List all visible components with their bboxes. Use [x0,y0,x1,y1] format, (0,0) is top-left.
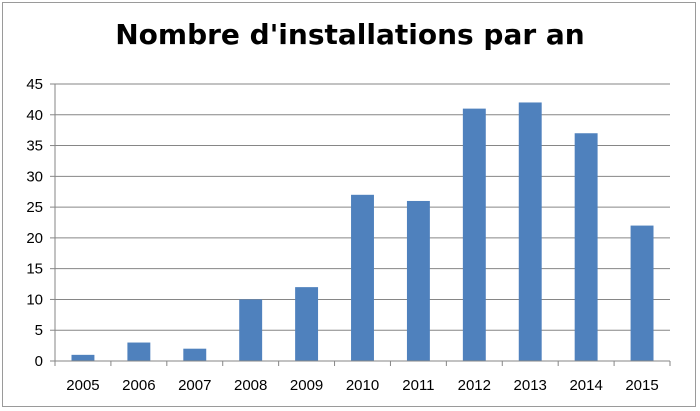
x-tick-label: 2008 [234,377,267,394]
bar-2013 [518,102,542,361]
y-tick-label: 25 [26,199,43,216]
bar-2006 [127,342,151,361]
x-tick-label: 2006 [122,377,155,394]
y-tick-label: 45 [26,76,43,93]
chart-title: Nombre d'installations par an [115,18,585,51]
x-tick-label: 2009 [290,377,323,394]
y-tick-label: 5 [35,322,43,339]
bar-2015 [630,225,654,361]
bar-2012 [462,108,486,361]
y-tick-label: 35 [26,138,43,155]
bar-2009 [295,287,319,361]
x-tick-label: 2005 [66,377,99,394]
bar-2007 [183,348,207,361]
x-tick-label: 2011 [402,377,434,394]
x-tick-label: 2013 [514,377,547,394]
y-tick-label: 40 [26,107,43,124]
y-tick-label: 10 [26,291,43,308]
x-tick-label: 2007 [178,377,211,394]
bar-2010 [351,194,374,361]
y-tick-label: 0 [35,353,43,370]
bar-2014 [574,133,598,361]
bar-2005 [71,354,95,361]
axes [54,84,670,362]
y-tick-label: 15 [26,261,43,278]
bar-2011 [406,200,430,361]
bar-2008 [239,299,263,361]
bars [71,102,654,361]
x-tick-label: 2012 [458,377,491,394]
x-axis-ticks: 2005 2006 2007 2008 2009 2010 2011 2012 2013 2014… [54,361,671,394]
y-tick-label: 20 [26,230,43,247]
x-tick-label: 2014 [569,377,602,394]
x-tick-label: 2015 [625,377,658,394]
y-tick-label: 30 [26,168,43,185]
x-tick-label: 2010 [346,377,379,394]
y-axis-ticks: 0 5 10 15 20 25 30 35 40 45 [26,76,55,370]
